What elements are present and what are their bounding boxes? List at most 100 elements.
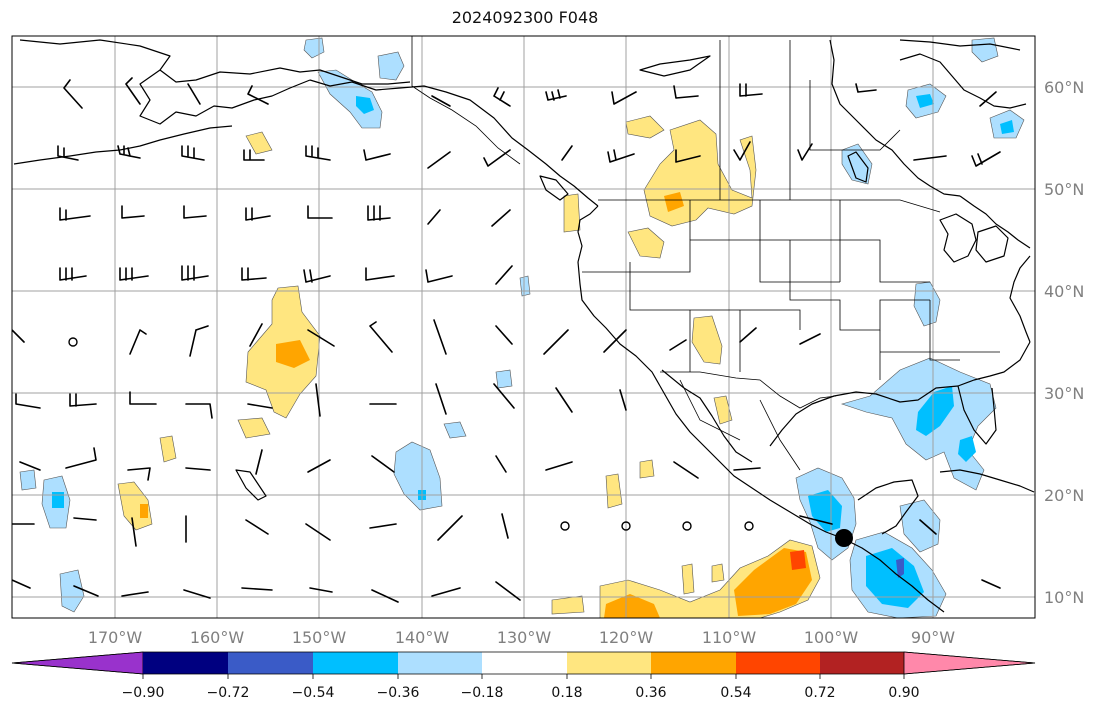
lon-tick-label: 100°W bbox=[804, 628, 859, 647]
wind-barb bbox=[913, 155, 947, 161]
pos-area-tropical-small-1 bbox=[681, 563, 695, 595]
wind-barb bbox=[673, 85, 699, 99]
wind-barb bbox=[305, 145, 331, 161]
coast-cuba bbox=[939, 469, 1035, 493]
lon-tick-labels: 170°W 160°W 150°W 140°W 130°W 120°W 110°… bbox=[88, 628, 955, 647]
wind-barb bbox=[495, 265, 513, 285]
pos-core-pacific bbox=[276, 340, 310, 368]
wind-barb bbox=[855, 83, 877, 93]
wind-barb bbox=[371, 455, 395, 473]
border-us-states-mid bbox=[629, 240, 840, 372]
wind-barb bbox=[799, 515, 833, 525]
lon-tick-label: 170°W bbox=[88, 628, 143, 647]
neg-area-alaska-small bbox=[377, 51, 405, 81]
lat-tick-labels: 60°N 50°N 40°N 30°N 20°N 10°N bbox=[1044, 78, 1084, 607]
border-mexico-states bbox=[679, 379, 801, 471]
wind-barb bbox=[245, 519, 269, 535]
colorbar-tick-label: 0.18 bbox=[551, 685, 582, 701]
lat-tick-label: 50°N bbox=[1044, 180, 1084, 199]
wind-barb bbox=[739, 83, 763, 97]
pos-area-baja-mid bbox=[713, 395, 733, 425]
colorbar-tick-label: 0.72 bbox=[804, 685, 835, 701]
wind-barb bbox=[435, 383, 447, 415]
wind-barbs bbox=[12, 77, 1001, 603]
coast-canada-east bbox=[959, 195, 1031, 249]
pos-area-tropical-small-2 bbox=[711, 563, 725, 583]
wind-barb bbox=[543, 329, 569, 355]
wind-barb bbox=[675, 149, 701, 163]
wind-barb bbox=[427, 151, 451, 169]
wind-barb bbox=[183, 205, 207, 219]
map-title: 2024092300 F048 bbox=[451, 8, 599, 27]
lon-tick-label: 110°W bbox=[702, 628, 757, 647]
neg-area-small-4 bbox=[19, 469, 37, 491]
wind-barb bbox=[427, 209, 441, 225]
pos-core-canada-west bbox=[664, 192, 684, 212]
coast-gulf-of-mexico bbox=[769, 341, 1031, 447]
wind-barb bbox=[425, 269, 453, 283]
wind-barb bbox=[981, 579, 1001, 589]
wind-barb bbox=[129, 329, 147, 355]
wind-barb bbox=[185, 467, 211, 471]
pos-area-montana bbox=[627, 227, 665, 259]
neg-area-caribbean bbox=[899, 499, 941, 553]
wind-barb bbox=[545, 461, 573, 471]
wind-barb bbox=[307, 205, 333, 219]
neg-core-mexico bbox=[808, 490, 842, 532]
coast-aleutians bbox=[13, 125, 233, 165]
wind-barb bbox=[65, 447, 97, 469]
colorbar-ticks bbox=[142, 674, 905, 679]
wind-barb bbox=[979, 91, 997, 107]
wind-barb bbox=[63, 79, 83, 109]
colorbar-tick-label: −0.90 bbox=[122, 685, 165, 701]
wind-barb bbox=[733, 141, 751, 161]
wind-barb bbox=[249, 323, 263, 347]
neg-core2-central-america bbox=[896, 558, 904, 578]
pos-area-canada-nw bbox=[625, 115, 665, 139]
neg-area-small-1 bbox=[443, 421, 467, 439]
wind-barb bbox=[19, 461, 41, 471]
wind-barb bbox=[367, 205, 391, 221]
neg-core-florida bbox=[958, 436, 976, 462]
colorbar-bin bbox=[482, 652, 567, 674]
colorbar-bin bbox=[567, 652, 651, 674]
coast-hawaii bbox=[235, 469, 267, 501]
neg-core-central-america bbox=[866, 548, 924, 608]
wind-barb bbox=[431, 95, 451, 107]
coast-bc bbox=[577, 205, 599, 263]
wind-barb bbox=[555, 387, 573, 413]
pos-area-hawaii-west bbox=[159, 435, 177, 463]
colorbar-extend-low bbox=[11, 651, 144, 675]
wind-barb bbox=[59, 267, 87, 281]
calm-circle bbox=[68, 337, 78, 347]
wind-barb bbox=[371, 589, 399, 603]
wind-barb bbox=[363, 149, 391, 161]
wind-barb bbox=[673, 461, 699, 479]
coast-alaska-west bbox=[139, 69, 311, 125]
wind-barb bbox=[117, 145, 141, 159]
wind-barb bbox=[365, 267, 395, 281]
neg-area-pacific-sw bbox=[59, 569, 85, 613]
wind-barb bbox=[919, 519, 937, 535]
wind-barb bbox=[243, 149, 265, 161]
lon-tick-label: 150°W bbox=[292, 628, 347, 647]
wind-barb bbox=[545, 89, 567, 101]
colorbar-tick-label: −0.54 bbox=[292, 685, 335, 701]
calm-circle bbox=[621, 521, 631, 531]
wind-barb bbox=[131, 517, 137, 547]
colorbar-bin bbox=[820, 652, 904, 674]
coast-great-lakes-2 bbox=[975, 225, 1009, 263]
wind-barb bbox=[127, 467, 151, 481]
lat-tick-label: 20°N bbox=[1044, 486, 1084, 505]
coastlines bbox=[13, 39, 1035, 613]
wind-barb bbox=[121, 591, 149, 597]
border-us-states-north bbox=[689, 200, 930, 283]
wind-barb bbox=[69, 393, 97, 407]
lon-tick-label: 120°W bbox=[599, 628, 654, 647]
neg-core-hudson-1 bbox=[916, 94, 934, 108]
wind-barb bbox=[603, 329, 627, 353]
wind-barb bbox=[493, 383, 515, 409]
colorbar-tick-label: −0.18 bbox=[461, 685, 504, 701]
wind-barb bbox=[495, 455, 507, 473]
wind-barb bbox=[125, 77, 141, 105]
